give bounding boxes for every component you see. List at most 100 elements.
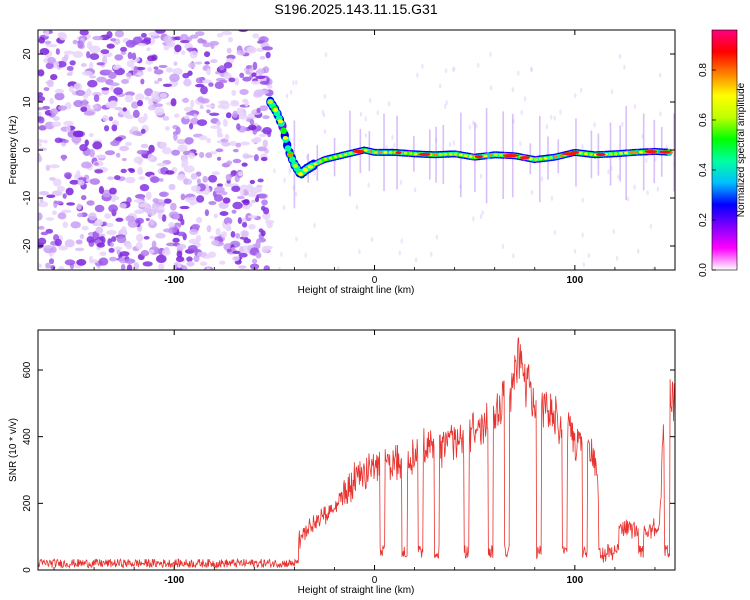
noise-blob	[257, 178, 264, 183]
noise-blob	[139, 203, 147, 208]
noise-blob	[235, 142, 242, 148]
noise-blob	[98, 186, 105, 195]
track-inner	[448, 152, 453, 156]
noise-blob	[155, 232, 166, 239]
noise-blob	[148, 98, 154, 106]
noise-blob	[58, 245, 69, 251]
spectrogram-y-tick-label: 20	[22, 48, 33, 60]
noise-blob	[222, 197, 231, 204]
noise-speck	[294, 191, 298, 197]
noise-blob	[57, 105, 68, 111]
noise-speck	[273, 168, 276, 174]
noise-blob	[38, 69, 45, 77]
noise-speck	[623, 64, 626, 70]
noise-blob	[202, 175, 209, 183]
track-inner	[613, 152, 618, 156]
noise-blob	[153, 80, 160, 85]
noise-blob	[162, 116, 170, 121]
noise-blob	[147, 67, 153, 72]
noise-blob	[158, 64, 168, 69]
noise-blob	[77, 40, 84, 49]
noise-blob	[96, 62, 105, 66]
noise-blob	[239, 89, 249, 96]
noise-blob	[249, 179, 256, 185]
noise-speck	[355, 204, 359, 210]
noise-blob	[144, 88, 154, 97]
snr-y-tick-label: 400	[22, 428, 33, 445]
noise-blob	[230, 101, 240, 107]
noise-blob	[77, 179, 85, 186]
snr-frame	[37, 329, 676, 571]
spectrogram-y-axis-label: Frequency (Hz)	[8, 116, 19, 185]
colorbar-label: Normalized spectral amplitude	[736, 82, 747, 217]
noise-blob	[251, 80, 260, 85]
noise-speck	[289, 89, 293, 95]
noise-blob	[121, 79, 130, 84]
noise-blob	[62, 193, 67, 199]
track-inner	[498, 153, 503, 157]
noise-blob	[51, 190, 63, 197]
noise-speck	[550, 196, 554, 202]
noise-blob	[103, 69, 113, 74]
noise-blob	[61, 209, 72, 214]
noise-blob	[38, 36, 46, 44]
noise-blob	[140, 143, 149, 149]
noise-blob	[181, 98, 190, 103]
noise-blob	[242, 76, 252, 82]
noise-blob	[215, 148, 224, 153]
noise-blob	[135, 241, 143, 250]
noise-blob	[158, 191, 168, 197]
noise-blob	[57, 212, 67, 220]
track-inner	[307, 164, 314, 169]
track-inner	[453, 152, 458, 156]
noise-blob	[89, 149, 95, 158]
noise-speck	[615, 255, 619, 261]
noise-blob	[262, 66, 270, 74]
noise-blob	[135, 233, 144, 242]
noise-blob	[196, 178, 201, 185]
noise-blob	[120, 46, 128, 53]
noise-blob	[198, 151, 205, 159]
noise-blob	[135, 209, 142, 214]
noise-blob	[131, 52, 137, 60]
noise-speck	[626, 196, 630, 202]
track-hotspot	[395, 151, 402, 155]
noise-speck	[511, 87, 514, 93]
noise-blob	[134, 217, 145, 224]
noise-blob	[80, 106, 88, 113]
track-inner	[282, 136, 288, 140]
spectrogram-noise-region	[38, 30, 675, 270]
noise-blob	[63, 120, 74, 126]
noise-blob	[157, 263, 165, 270]
noise-blob	[102, 115, 109, 122]
noise-blob	[248, 124, 257, 131]
snr-y-tick-label: 200	[22, 495, 33, 512]
noise-speck	[448, 141, 452, 147]
track-inner	[318, 160, 323, 163]
noise-blob	[216, 183, 223, 188]
noise-blob	[189, 34, 199, 39]
noise-blob	[248, 223, 256, 230]
noise-blob	[181, 50, 186, 55]
track-inner	[638, 150, 643, 154]
noise-blob	[265, 51, 271, 59]
noise-blob	[174, 113, 180, 118]
noise-blob	[249, 263, 260, 270]
noise-blob	[226, 248, 232, 253]
noise-blob	[38, 225, 45, 230]
noise-blob	[66, 72, 73, 77]
track-hotspot	[659, 150, 671, 154]
noise-blob	[226, 160, 233, 166]
noise-blob	[89, 61, 94, 70]
noise-blob	[114, 175, 121, 181]
noise-speck	[475, 123, 478, 129]
noise-speck	[295, 236, 298, 242]
noise-blob	[221, 231, 227, 238]
noise-blob	[38, 237, 47, 245]
noise-blob	[120, 168, 127, 174]
noise-blob	[209, 235, 216, 240]
noise-blob	[157, 77, 163, 82]
noise-blob	[243, 238, 252, 244]
noise-blob	[148, 249, 155, 254]
noise-blob	[125, 39, 136, 48]
